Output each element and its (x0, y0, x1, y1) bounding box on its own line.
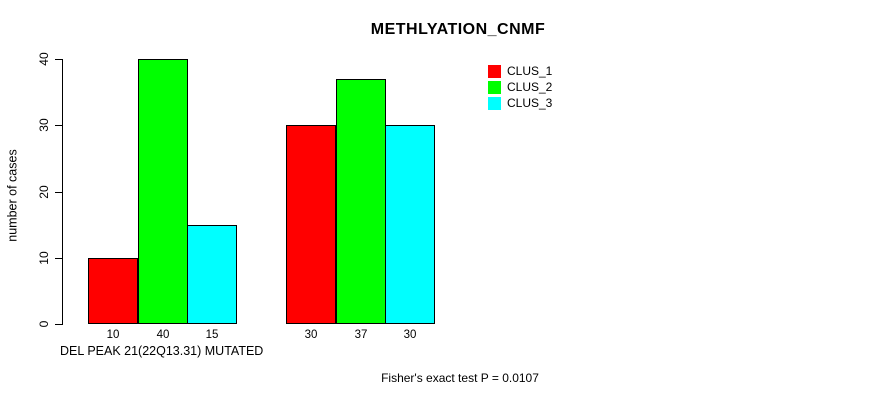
bar-value-label-clus_1-group1: 10 (106, 329, 120, 341)
bar-value-label-clus_2-group1: 40 (156, 329, 170, 341)
bar-clus_3-group1 (187, 225, 237, 324)
y-tick-mark-20 (55, 192, 62, 193)
fisher-test-annotation: Fisher's exact test P = 0.0107 (381, 371, 539, 385)
y-tick-label-40: 40 (37, 52, 51, 66)
legend-label-clus-2: CLUS_2 (507, 80, 553, 94)
legend-swatch-clus-3 (488, 96, 501, 110)
bar-value-label-clus_3-group2: 30 (403, 329, 417, 341)
bar-value-label-clus_2-group2: 37 (354, 329, 368, 341)
y-tick-mark-40 (55, 59, 62, 60)
y-tick-mark-0 (55, 324, 62, 325)
bar-clus_1-group2 (286, 125, 336, 324)
y-axis-line (62, 59, 63, 325)
legend-swatch-clus-1 (488, 64, 501, 78)
y-tick-mark-30 (55, 125, 62, 126)
legend-row-clus-2: CLUS_2 (488, 79, 552, 95)
y-tick-label-30: 30 (37, 118, 51, 132)
y-tick-label-20: 20 (37, 185, 51, 199)
y-tick-mark-10 (55, 258, 62, 259)
legend-row-clus-1: CLUS_1 (488, 63, 552, 79)
legend-label-clus-1: CLUS_1 (507, 64, 553, 78)
chart-title: METHLYATION_CNMF (370, 21, 546, 38)
y-tick-label-10: 10 (37, 251, 51, 265)
x-axis-label: DEL PEAK 21(22Q13.31) MUTATED (60, 344, 264, 358)
bar-value-label-clus_3-group1: 15 (205, 329, 219, 341)
legend: CLUS_1 CLUS_2 CLUS_3 (488, 63, 552, 111)
legend-row-clus-3: CLUS_3 (488, 95, 552, 111)
bar-clus_1-group1 (88, 258, 138, 324)
bar-clus_3-group2 (385, 125, 435, 324)
legend-label-clus-3: CLUS_3 (507, 96, 553, 110)
bar-clus_2-group1 (138, 59, 188, 324)
y-tick-label-0: 0 (37, 320, 51, 328)
bar-clus_2-group2 (336, 79, 386, 324)
legend-swatch-clus-2 (488, 80, 501, 94)
y-axis-label: number of cases (5, 149, 20, 242)
bar-value-label-clus_1-group2: 30 (304, 329, 318, 341)
